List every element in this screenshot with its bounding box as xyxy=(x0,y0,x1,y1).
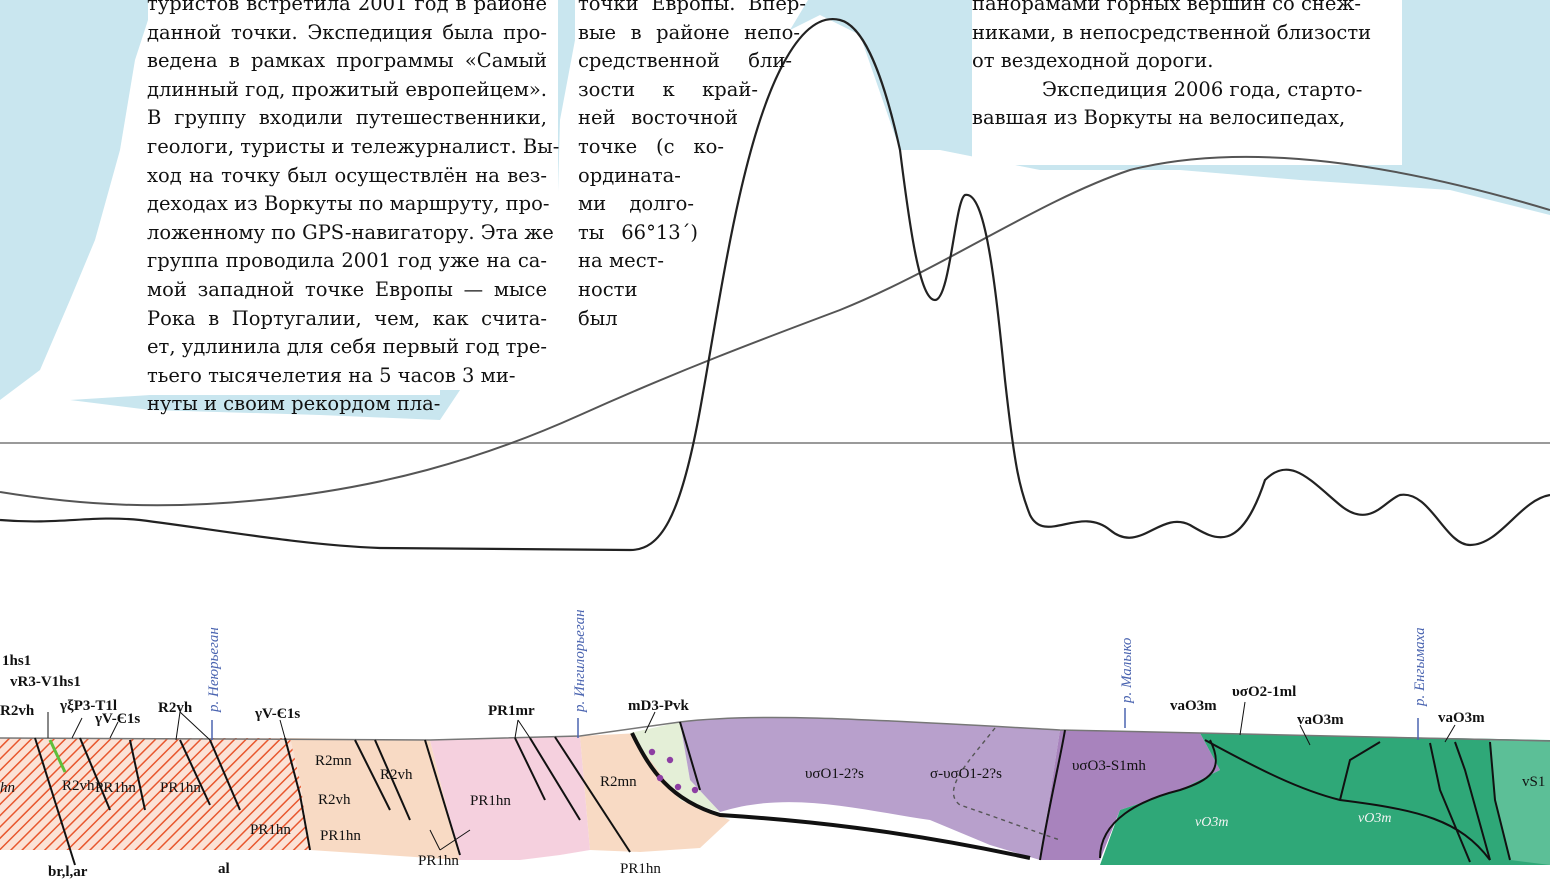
unit-label: vaO3m xyxy=(1170,698,1217,714)
text-line: тьего тысячелетия на 5 часов 3 ми- xyxy=(147,363,516,387)
text-line: точке (с ко- xyxy=(578,134,724,158)
dots xyxy=(648,748,699,794)
unit-label: hn xyxy=(0,780,15,796)
river-ingilorlegan-label: р. Ингилорьеган xyxy=(572,609,588,713)
unit-label: mD3-Pvk xyxy=(628,698,689,714)
text-line: ордината- xyxy=(578,163,681,187)
peak-curve xyxy=(0,18,1550,552)
unit-lavender xyxy=(680,717,1060,860)
text-line: был xyxy=(578,306,618,330)
unit-label: al xyxy=(218,861,230,877)
river-neyuryegan-label: р. Неюрьеган xyxy=(206,627,222,713)
unit-label: γV-Є1s xyxy=(254,706,300,722)
column-bg xyxy=(972,0,1402,165)
text-line: данной точки. Экспедиция была про- xyxy=(147,20,547,44)
unit-label: υσO3-S1mh xyxy=(1072,758,1146,774)
unit-label: vaO3m xyxy=(1438,710,1485,726)
unit-label: PR1hn xyxy=(470,793,511,809)
unit-label: σ-υσO1-2?s xyxy=(930,766,1002,782)
unit-label: R2vh xyxy=(0,703,35,719)
sky-shape xyxy=(0,0,148,400)
text-line: ведена в рамках программы «Самый xyxy=(147,49,547,73)
text-line: нуты и своим рекордом пла- xyxy=(147,392,441,416)
text-line: средственной бли- xyxy=(578,49,792,73)
river-yengymakha-label: р. Енгымаха xyxy=(1412,627,1428,707)
label-leaders xyxy=(47,701,1456,851)
unit-label: PR1hn xyxy=(418,853,459,869)
text-line: зости к край- xyxy=(578,77,758,101)
text-line: деходах из Воркуты по маршруту, про- xyxy=(147,192,550,216)
text-line: Экспедиция 2006 года, старто- xyxy=(1042,77,1363,101)
unit-label: υσO1-2?s xyxy=(805,766,864,782)
unit-label: γξP3-T1l xyxy=(59,698,117,714)
unit-label: PR1hn xyxy=(95,780,136,796)
text-line: от вездеходной дороги. xyxy=(972,49,1214,73)
unit-label: υσO2-1ml xyxy=(1232,684,1296,700)
text-column-middle: точки Европы. Впер-вые в районе непо-сре… xyxy=(578,0,806,333)
unit-violet xyxy=(1040,730,1220,860)
column-bg xyxy=(575,0,808,340)
unit-label: vR3-V1hs1 xyxy=(10,674,81,690)
unit-label: PR1hn xyxy=(620,861,661,877)
unit-peach xyxy=(290,738,460,860)
text-line: панорамами горных вершин со снеж- xyxy=(972,0,1361,15)
unit-hatched xyxy=(0,738,310,850)
unit-label: PR1mr xyxy=(488,703,535,719)
text-line: ет, удлинила для себя первый год тре- xyxy=(147,335,547,359)
text-line: В группу входили путешественники, xyxy=(147,106,547,130)
text-column-right: панорамами горных вершин со снеж-никами,… xyxy=(972,0,1371,133)
unit-label: R2mn xyxy=(315,753,352,769)
text-line: никами, в непосредственной близости xyxy=(972,20,1372,44)
unit-label: PR1hn xyxy=(320,828,361,844)
text-column-left: туристов встретила 2001 год в районе данн… xyxy=(147,0,560,419)
text-line: туристов встретила 2001 год в районе xyxy=(147,0,547,15)
text-line: ход на точку был осуществлён на вез- xyxy=(147,163,547,187)
green-dyke xyxy=(48,739,67,773)
text-line: геологи, туристы и тележурналист. Вы- xyxy=(147,134,560,158)
unit-label: PR1hn xyxy=(250,822,291,838)
unit-label: R2vh xyxy=(318,792,351,808)
unit-label: vO3m xyxy=(1195,815,1228,830)
unit-green xyxy=(1100,733,1550,865)
river-malyko-label: р. Малыко xyxy=(1119,637,1135,704)
text-line: длинный год, прожитый европейцем». xyxy=(147,77,547,101)
text-line: на мест- xyxy=(578,249,664,273)
river-markers xyxy=(211,708,1419,740)
text-line: группа проводила 2001 год уже на са- xyxy=(147,249,547,273)
text-line: ми долго- xyxy=(578,192,694,216)
unit-label: br,l,ar xyxy=(48,864,88,880)
surface-line xyxy=(0,716,1550,742)
text-line: вые в районе непо- xyxy=(578,20,800,44)
unit-label: R2mn xyxy=(600,774,637,790)
unit-label: R2vh xyxy=(380,767,413,783)
dashed-contact xyxy=(952,727,1061,841)
text-line: точки Европы. Впер- xyxy=(578,0,806,15)
fault-lines xyxy=(34,721,1511,866)
unit-pink xyxy=(430,736,590,860)
text-line: Рока в Португалии, чем, как считa- xyxy=(147,306,547,330)
unit-label: vaO3m xyxy=(1297,712,1344,728)
unit-label: vO3m xyxy=(1358,811,1391,826)
text-line: ности xyxy=(578,277,638,301)
unit-label: R2vh xyxy=(62,778,95,794)
unit-label: 1hs1 xyxy=(2,653,31,669)
text-line: вавшая из Воркуты на велосипедах, xyxy=(972,106,1346,130)
unit-lightgreen xyxy=(1490,740,1550,865)
text-line: ты 66°13´) xyxy=(578,220,698,244)
unit-label: R2vh xyxy=(158,700,193,716)
unit-label: PR1hn xyxy=(160,780,201,796)
unit-label: γV-Є1s xyxy=(94,711,140,727)
column-bg xyxy=(148,0,558,390)
long-curve xyxy=(0,155,1550,507)
text-line: мой западной точке Европы — мысе xyxy=(147,277,547,301)
text-line: ложенному по GPS-навигатору. Эта же xyxy=(147,220,554,244)
unit-label: vS1 xyxy=(1522,774,1545,790)
text-line: ней восточной xyxy=(578,106,738,130)
unit-peach xyxy=(580,733,730,852)
